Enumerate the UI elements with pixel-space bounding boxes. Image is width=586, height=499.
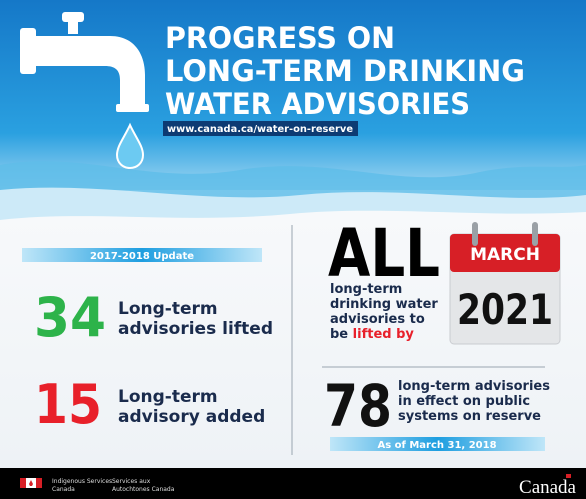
dept-fr: Services aux	[112, 478, 151, 485]
title-line: LONG-TERM DRINKING	[165, 54, 525, 88]
wordmark: Canada	[519, 477, 577, 498]
body-line: advisories to	[330, 312, 425, 327]
headline: ALL	[328, 215, 440, 292]
title-line: PROGRESS ON	[165, 21, 395, 55]
stat-label: long-term advisories	[398, 379, 550, 394]
flag	[20, 478, 42, 488]
calendar-month: MARCH	[470, 245, 540, 265]
infographic: PROGRESS ON LONG-TERM DRINKING WATER ADV…	[0, 0, 586, 499]
dept-fr: Autochtones Canada	[112, 486, 175, 493]
calendar-year: 2021	[457, 285, 553, 334]
stat-number: 15	[34, 373, 102, 436]
stat-label: advisories lifted	[118, 319, 273, 339]
dept-en: Canada	[52, 486, 75, 493]
body-line: drinking water	[330, 297, 438, 312]
stat-number: 78	[324, 372, 392, 440]
title-line: WATER ADVISORIES	[165, 87, 470, 121]
stat-label: Long-term	[118, 387, 218, 407]
badge-text: 2017-2018 Update	[90, 251, 194, 262]
body-text: be	[330, 327, 348, 342]
dept-en: Indigenous Services	[52, 478, 112, 485]
page: PROGRESS ON LONG-TERM DRINKING WATER ADV…	[0, 0, 586, 499]
body-line: long-term	[330, 282, 402, 297]
stat-label: Long-term	[118, 299, 218, 319]
stat-number: 34	[34, 286, 106, 349]
stat-label: systems on reserve	[398, 409, 541, 424]
stat-label: in effect on public	[398, 394, 530, 409]
highlight: lifted by	[353, 327, 415, 342]
body-line: be lifted by	[330, 327, 414, 342]
as-of: As of March 31, 2018	[377, 440, 496, 451]
wordmark-flag	[566, 474, 571, 478]
stat-label: advisory added	[118, 407, 265, 427]
url: www.canada.ca/water-on-reserve	[167, 124, 353, 135]
